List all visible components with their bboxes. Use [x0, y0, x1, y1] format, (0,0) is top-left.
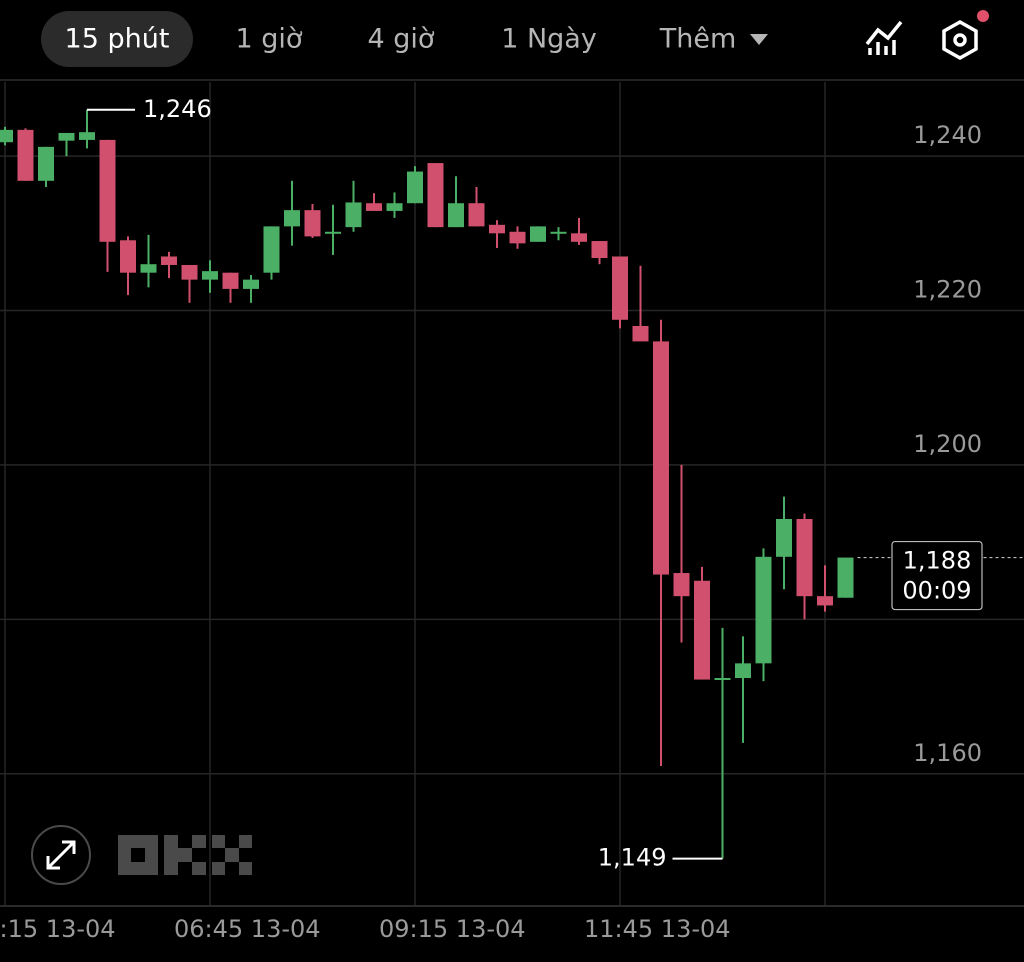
min-annotation: 1,149: [598, 844, 667, 872]
x-tick-label: 04:15 13-04: [0, 915, 116, 943]
candle-body: [263, 226, 280, 273]
candle-body: [99, 139, 116, 242]
y-tick-label: 1,220: [913, 276, 982, 304]
tab[interactable]: Thêm: [659, 24, 737, 55]
candle-body: [140, 264, 157, 273]
candle-body: [325, 231, 341, 234]
candle-body: [714, 678, 731, 681]
dropdown-arrow[interactable]: [750, 34, 768, 45]
candle-body: [448, 203, 464, 228]
candle-body: [120, 240, 136, 273]
candle-body: [243, 279, 259, 289]
candle-body: [489, 224, 505, 234]
candle-body: [673, 573, 690, 597]
candle-body: [817, 596, 833, 606]
y-tick-label: 1,240: [913, 121, 982, 149]
candle-body: [304, 210, 321, 237]
x-tick-label: 09:15 13-04: [379, 915, 526, 943]
candle-body: [550, 231, 567, 234]
expand-button[interactable]: [31, 825, 91, 885]
candle-body: [17, 129, 34, 181]
candle-body: [202, 271, 218, 280]
settings-icon[interactable]: [942, 10, 989, 61]
x-tick-label: 06:45 13-04: [174, 915, 321, 943]
candle-body: [509, 231, 526, 244]
candle-body: [427, 163, 444, 228]
candle-body: [612, 256, 628, 320]
y-tick-label: 1,200: [913, 430, 982, 458]
candle-body: [755, 556, 772, 664]
candle-body: [161, 256, 177, 265]
candle-body: [653, 341, 669, 575]
candle-body: [79, 132, 95, 140]
countdown: 00:09: [902, 577, 971, 605]
candle-body: [284, 210, 300, 227]
candle-body: [796, 518, 813, 597]
candle-body: [591, 241, 608, 259]
x-tick-label: 11:45 13-04: [584, 915, 731, 943]
expand-icon[interactable]: [46, 840, 76, 870]
y-tick-label: 1,160: [913, 739, 982, 767]
candle-body: [345, 202, 362, 228]
tab[interactable]: 1 giờ: [236, 24, 303, 55]
candle-body: [181, 264, 198, 280]
candle-body: [366, 203, 382, 211]
candle-body: [837, 557, 854, 598]
tab[interactable]: 1 Ngày: [501, 24, 597, 55]
tab[interactable]: 15 phút: [65, 24, 170, 55]
active-tab-pill[interactable]: [41, 11, 193, 67]
candle-body: [468, 203, 485, 227]
tab[interactable]: 4 giờ: [368, 24, 435, 55]
candle-body: [0, 129, 13, 143]
candle-body: [407, 171, 423, 204]
candle-body: [222, 272, 239, 289]
candle-body: [38, 146, 54, 181]
candle-body: [735, 663, 751, 679]
candle-body: [571, 233, 587, 242]
max-annotation: 1,246: [143, 95, 212, 123]
candle-body: [632, 325, 649, 342]
okx-logo: [118, 835, 252, 875]
candle-body: [776, 518, 792, 557]
candle-body: [530, 226, 546, 242]
last-price-label: 1,188: [903, 547, 972, 575]
candle-body: [694, 580, 710, 680]
candle-body: [58, 132, 75, 141]
candle-body: [386, 203, 403, 211]
indicator-icon[interactable]: [865, 20, 903, 55]
last-price-box: [891, 540, 983, 611]
